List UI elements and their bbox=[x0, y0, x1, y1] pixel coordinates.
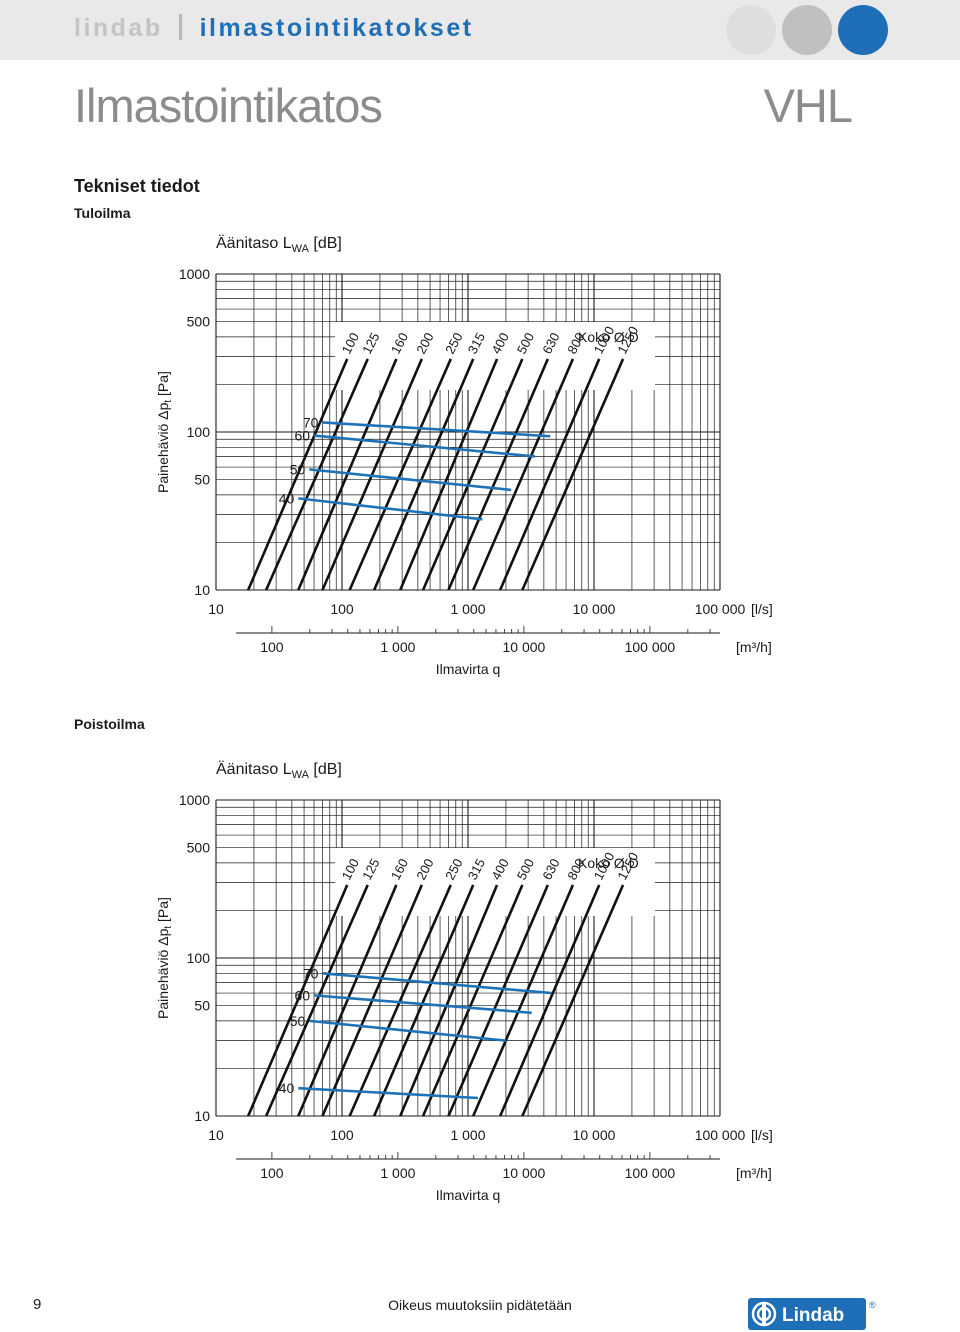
size-title-backdrop bbox=[535, 850, 645, 874]
brand-name: lindab bbox=[74, 14, 163, 42]
size-line-500 bbox=[421, 884, 524, 1117]
secondary-unit-label: [m³/h] bbox=[736, 1165, 772, 1181]
section-heading: Tekniset tiedot bbox=[74, 176, 200, 196]
model-name: VHL bbox=[763, 79, 853, 132]
secondary-tick-label: 100 000 bbox=[625, 639, 676, 655]
size-line-125 bbox=[264, 358, 369, 591]
pressure-drop-chart-supply: 1000 500 100 50 10 10 100 1 000 10 000 100 000 [l/… bbox=[155, 234, 773, 677]
sound-line-70 bbox=[322, 972, 552, 995]
sound-level-title: Äänitaso LWA [dB] bbox=[216, 234, 342, 255]
x-tick-label: 1 000 bbox=[450, 1127, 485, 1143]
y-tick-label: 100 bbox=[187, 424, 211, 440]
pressure-drop-chart-exhaust: 1000 500 100 50 10 10 100 1 000 10 000 100 000 [l/… bbox=[155, 760, 773, 1203]
x-tick-label: 100 000 bbox=[695, 1127, 746, 1143]
x-tick-label: 10 000 bbox=[573, 601, 616, 617]
size-line-125 bbox=[264, 884, 369, 1117]
decor-circle bbox=[838, 5, 888, 55]
size-line-630 bbox=[447, 884, 550, 1117]
registered-mark: ® bbox=[869, 1300, 876, 1310]
sound-line-50 bbox=[309, 1019, 507, 1042]
size-line-1000 bbox=[498, 358, 601, 591]
size-line-500 bbox=[421, 358, 524, 591]
size-title: Koko Ø D bbox=[578, 855, 639, 871]
y-tick-label: 500 bbox=[187, 314, 211, 330]
size-line-250 bbox=[348, 358, 452, 591]
sound-level-label: 60 bbox=[294, 987, 310, 1003]
sound-line-50 bbox=[309, 468, 512, 492]
y-tick-label: 100 bbox=[187, 950, 211, 966]
sound-line-70 bbox=[322, 421, 551, 438]
top-bar: lindab ilmastointikatokset bbox=[0, 0, 960, 60]
x-tick-label: 100 bbox=[330, 1127, 354, 1143]
sound-level-label: 40 bbox=[279, 490, 295, 506]
sound-line-60 bbox=[313, 994, 532, 1015]
y-tick-label: 10 bbox=[194, 582, 210, 598]
size-line-1000 bbox=[498, 884, 601, 1117]
decor-circle bbox=[726, 5, 776, 55]
sound-level-title: Äänitaso LWA [dB] bbox=[216, 760, 342, 781]
size-title: Koko Ø D bbox=[578, 329, 639, 345]
brand-header: lindab ilmastointikatokset bbox=[74, 14, 474, 43]
y-tick-label: 50 bbox=[194, 998, 210, 1014]
secondary-tick-label: 1 000 bbox=[380, 1165, 415, 1181]
logo-text: Lindab bbox=[782, 1305, 844, 1326]
sound-level-label: 50 bbox=[290, 461, 306, 477]
size-line-400 bbox=[399, 358, 499, 591]
page-number: 9 bbox=[33, 1296, 42, 1313]
section-name: ilmastointikatokset bbox=[199, 14, 474, 42]
decor-circle bbox=[782, 5, 832, 55]
size-line-1250 bbox=[521, 884, 625, 1117]
sound-line-60 bbox=[313, 434, 536, 458]
sound-level-label: 70 bbox=[303, 414, 319, 430]
size-line-315 bbox=[372, 358, 475, 591]
secondary-tick-label: 100 bbox=[260, 639, 284, 655]
secondary-tick-label: 1 000 bbox=[380, 639, 415, 655]
x-tick-label: 100 bbox=[330, 601, 354, 617]
x-unit-label: [l/s] bbox=[751, 1127, 773, 1143]
y-tick-label: 1000 bbox=[179, 792, 210, 808]
x-tick-label: 10 000 bbox=[573, 1127, 616, 1143]
size-line-800 bbox=[472, 358, 575, 591]
size-line-1250 bbox=[521, 358, 625, 591]
secondary-unit-label: [m³/h] bbox=[736, 639, 772, 655]
x-tick-label: 1 000 bbox=[450, 601, 485, 617]
lindab-logo: Lindab ® bbox=[748, 1298, 876, 1330]
x-axis-label: Ilmavirta q bbox=[436, 661, 501, 677]
page-title: Ilmastointikatos bbox=[74, 79, 383, 132]
size-line-100 bbox=[246, 358, 349, 591]
x-tick-label: 100 000 bbox=[695, 601, 746, 617]
secondary-tick-label: 100 000 bbox=[625, 1165, 676, 1181]
size-line-250 bbox=[348, 884, 452, 1117]
size-line-100 bbox=[246, 884, 349, 1117]
y-tick-label: 1000 bbox=[179, 266, 210, 282]
supply-air-heading: Tuloilma bbox=[74, 205, 131, 221]
footer-note: Oikeus muutoksiin pidätetään bbox=[388, 1297, 572, 1313]
sound-level-label: 50 bbox=[290, 1013, 306, 1029]
y-axis-label: Painehäviö Δpt [Pa] bbox=[155, 897, 174, 1019]
size-line-400 bbox=[399, 884, 499, 1117]
exhaust-air-heading: Poistoilma bbox=[74, 716, 145, 732]
x-tick-label: 10 bbox=[208, 1127, 224, 1143]
secondary-tick-label: 10 000 bbox=[502, 1165, 545, 1181]
size-line-315 bbox=[372, 884, 475, 1117]
y-axis-label: Painehäviö Δpt [Pa] bbox=[155, 371, 174, 493]
brand-separator bbox=[178, 14, 182, 40]
sound-level-label: 40 bbox=[279, 1080, 295, 1096]
size-line-630 bbox=[447, 358, 550, 591]
secondary-tick-label: 10 000 bbox=[502, 639, 545, 655]
y-tick-label: 500 bbox=[187, 840, 211, 856]
x-unit-label: [l/s] bbox=[751, 601, 773, 617]
sound-level-label: 60 bbox=[294, 428, 310, 444]
sound-line-40 bbox=[298, 1086, 479, 1100]
secondary-tick-label: 100 bbox=[260, 1165, 284, 1181]
sound-line-40 bbox=[298, 497, 483, 521]
x-axis-label: Ilmavirta q bbox=[436, 1187, 501, 1203]
size-line-800 bbox=[472, 884, 575, 1117]
size-line-160 bbox=[297, 884, 398, 1117]
y-tick-label: 50 bbox=[194, 472, 210, 488]
sound-level-label: 70 bbox=[303, 965, 319, 981]
y-tick-label: 10 bbox=[194, 1108, 210, 1124]
size-title-backdrop bbox=[535, 324, 645, 348]
x-tick-label: 10 bbox=[208, 601, 224, 617]
